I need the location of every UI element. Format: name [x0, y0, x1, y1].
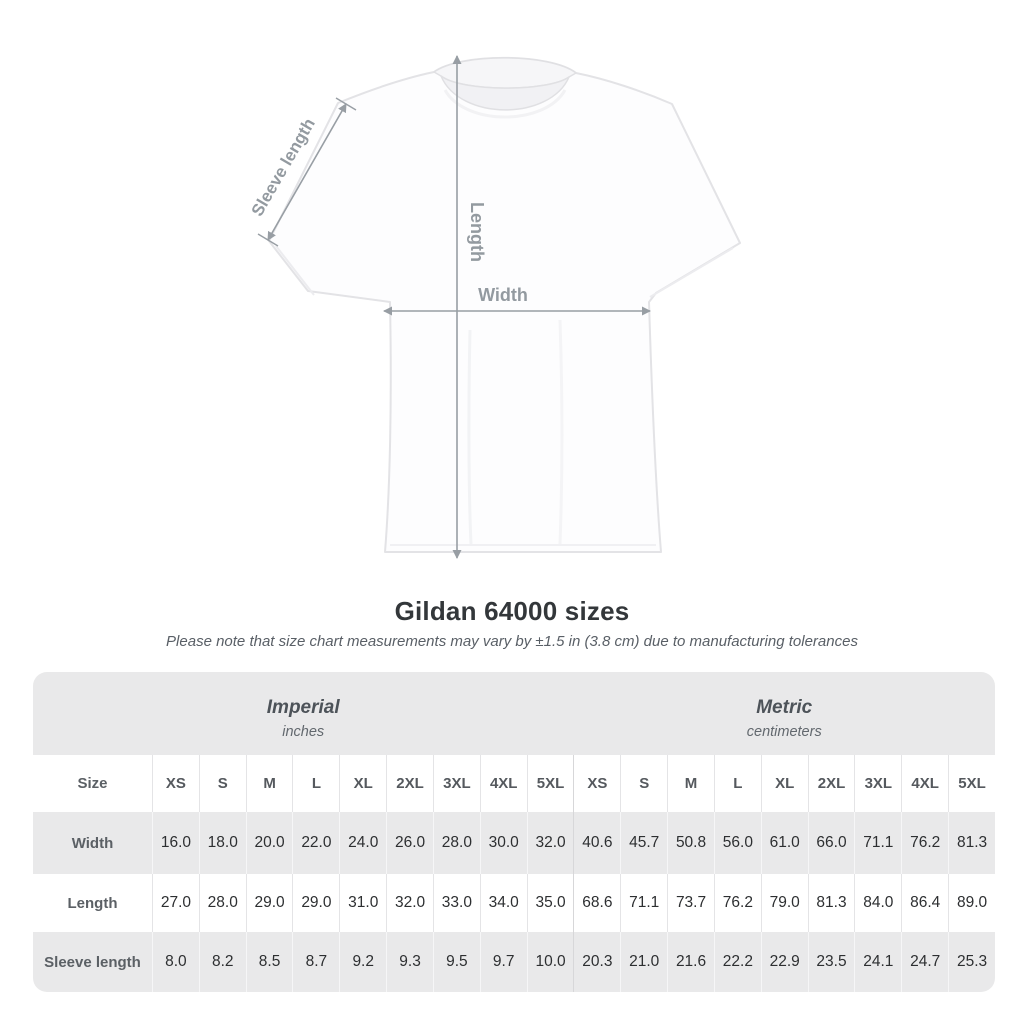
sleeve-metric-value: 20.3 [573, 932, 621, 992]
width-imperial-value: 24.0 [339, 812, 387, 874]
size-header-imperial-m: M [245, 755, 293, 812]
size-header-imperial-3xl: 3XL [432, 755, 480, 812]
row-label-length: Length [33, 874, 152, 932]
sleeve-imperial-value: 10.0 [526, 932, 574, 992]
length-imperial-value: 29.0 [245, 874, 293, 932]
sleeve-imperial-value: 9.7 [479, 932, 527, 992]
length-imperial-value: 31.0 [339, 874, 387, 932]
length-imperial-value: 32.0 [386, 874, 433, 932]
size-header-imperial-l: L [292, 755, 340, 812]
metric-unit-label: centimeters [746, 724, 822, 740]
size-header-imperial-5xl: 5XL [526, 755, 574, 812]
sleeve-length-arrow [257, 97, 357, 247]
sleeve-length-row: Sleeve length 8.0 8.2 8.5 8.7 9.2 9.3 9.… [33, 932, 995, 992]
metric-band: Metric centimeters [573, 672, 995, 755]
size-column-header: Size [33, 755, 152, 812]
size-header-row: Size XS S M L XL 2XL 3XL 4XL 5XL XS S M … [33, 755, 995, 812]
size-header-imperial-4xl: 4XL [479, 755, 527, 812]
width-imperial-value: 32.0 [526, 812, 574, 874]
imperial-band: Imperial inches [33, 672, 574, 755]
width-label: Width [478, 285, 528, 305]
sleeve-metric-value: 22.2 [713, 932, 761, 992]
sleeve-imperial-value: 9.5 [432, 932, 480, 992]
length-imperial-value: 29.0 [292, 874, 340, 932]
sleeve-metric-value: 24.7 [901, 932, 949, 992]
size-chart-table: Imperial inches Metric centimeters Size … [33, 672, 995, 992]
sleeve-imperial-value: 9.2 [339, 932, 387, 992]
sleeve-imperial-value: 8.2 [198, 932, 246, 992]
width-metric-value: 66.0 [807, 812, 855, 874]
shirt-measurement-diagram: Sleeve length Length Width [248, 55, 741, 559]
size-header-imperial-xl: XL [339, 755, 387, 812]
length-metric-value: 73.7 [667, 874, 714, 932]
width-metric-value: 61.0 [760, 812, 808, 874]
size-header-metric-4xl: 4XL [901, 755, 949, 812]
page-title: Gildan 64000 sizes [394, 596, 630, 626]
length-row: Length 27.0 28.0 29.0 29.0 31.0 32.0 33.… [33, 874, 995, 932]
imperial-label: Imperial [266, 697, 340, 718]
length-imperial-value: 34.0 [479, 874, 527, 932]
size-header-metric-5xl: 5XL [948, 755, 995, 812]
sleeve-imperial-value: 8.0 [152, 932, 199, 992]
length-imperial-value: 35.0 [526, 874, 574, 932]
width-imperial-value: 26.0 [386, 812, 433, 874]
length-metric-value: 68.6 [573, 874, 621, 932]
length-imperial-value: 28.0 [198, 874, 246, 932]
length-imperial-value: 27.0 [152, 874, 199, 932]
sleeve-metric-value: 24.1 [854, 932, 902, 992]
length-metric-value: 84.0 [854, 874, 902, 932]
width-metric-value: 50.8 [667, 812, 714, 874]
width-metric-value: 45.7 [620, 812, 668, 874]
sleeve-metric-value: 25.3 [948, 932, 995, 992]
width-imperial-value: 30.0 [479, 812, 527, 874]
size-header-metric-m: M [667, 755, 714, 812]
width-metric-value: 81.3 [948, 812, 995, 874]
sleeve-metric-value: 21.6 [667, 932, 714, 992]
length-label: Length [467, 202, 487, 262]
width-imperial-value: 20.0 [245, 812, 293, 874]
metric-label: Metric [756, 697, 813, 718]
row-label-sleeve-length: Sleeve length [33, 932, 152, 992]
length-metric-value: 86.4 [901, 874, 949, 932]
sleeve-imperial-value: 8.5 [245, 932, 293, 992]
sleeve-metric-value: 21.0 [620, 932, 668, 992]
size-header-metric-3xl: 3XL [854, 755, 902, 812]
width-metric-value: 76.2 [901, 812, 949, 874]
width-imperial-value: 22.0 [292, 812, 340, 874]
size-header-metric-xs: XS [573, 755, 621, 812]
width-imperial-value: 28.0 [432, 812, 480, 874]
width-metric-value: 71.1 [854, 812, 902, 874]
sleeve-metric-value: 23.5 [807, 932, 855, 992]
sleeve-metric-value: 22.9 [760, 932, 808, 992]
width-imperial-value: 16.0 [152, 812, 199, 874]
width-row: Width 16.0 18.0 20.0 22.0 24.0 26.0 28.0… [33, 812, 995, 874]
row-label-width: Width [33, 812, 152, 874]
unit-band-row: Imperial inches Metric centimeters [33, 672, 995, 755]
length-metric-value: 79.0 [760, 874, 808, 932]
imperial-unit-label: inches [282, 724, 325, 740]
size-header-imperial-xs: XS [152, 755, 199, 812]
length-metric-value: 71.1 [620, 874, 668, 932]
tshirt-shape [268, 56, 741, 553]
size-header-metric-s: S [620, 755, 668, 812]
size-header-imperial-s: S [198, 755, 246, 812]
size-header-imperial-2xl: 2XL [386, 755, 433, 812]
size-header-metric-l: L [713, 755, 761, 812]
tolerance-note: Please note that size chart measurements… [166, 633, 858, 650]
size-header-metric-2xl: 2XL [807, 755, 855, 812]
width-metric-value: 40.6 [573, 812, 621, 874]
length-metric-value: 76.2 [713, 874, 761, 932]
tshirt-illustration: Sleeve length Length Width [248, 55, 741, 559]
width-metric-value: 56.0 [713, 812, 761, 874]
length-imperial-value: 33.0 [432, 874, 480, 932]
width-imperial-value: 18.0 [198, 812, 246, 874]
sleeve-imperial-value: 9.3 [386, 932, 433, 992]
size-header-metric-xl: XL [760, 755, 808, 812]
length-metric-value: 89.0 [948, 874, 995, 932]
length-metric-value: 81.3 [807, 874, 855, 932]
sleeve-imperial-value: 8.7 [292, 932, 340, 992]
